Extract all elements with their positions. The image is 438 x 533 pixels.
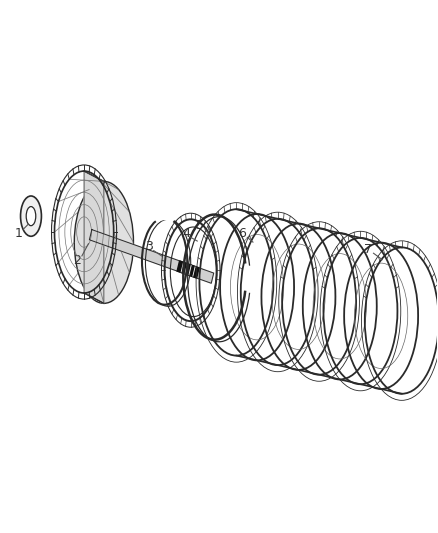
Text: 1: 1 <box>15 227 23 240</box>
Polygon shape <box>177 261 199 278</box>
Polygon shape <box>84 171 104 303</box>
Text: 7: 7 <box>364 243 372 255</box>
Ellipse shape <box>21 196 42 236</box>
Ellipse shape <box>26 207 36 225</box>
Polygon shape <box>89 230 214 283</box>
Text: 3: 3 <box>145 240 153 253</box>
Ellipse shape <box>74 181 134 303</box>
Text: 4: 4 <box>182 227 190 240</box>
Text: 2: 2 <box>74 254 81 266</box>
Text: 6: 6 <box>238 227 246 240</box>
Text: 5: 5 <box>196 219 204 232</box>
